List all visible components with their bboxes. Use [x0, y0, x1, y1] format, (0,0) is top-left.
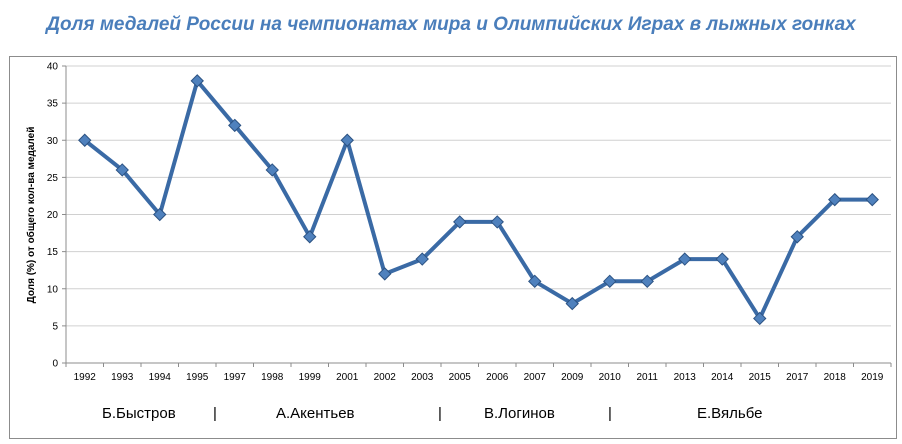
- x-tick-label-11: 2006: [486, 372, 509, 383]
- data-point-1993: [115, 163, 129, 177]
- data-point-1998: [265, 163, 279, 177]
- data-point-1994: [153, 207, 167, 222]
- x-tick-label-15: 2011: [636, 372, 658, 383]
- data-point-2015: [753, 311, 767, 326]
- data-point-2019: [865, 192, 879, 207]
- x-tick-label-20: 2018: [824, 372, 847, 383]
- data-point-2009: [565, 296, 579, 311]
- y-tick-label-2: 10: [47, 284, 59, 295]
- x-tick-label-5: 1998: [261, 372, 284, 383]
- plot-area-frame: [9, 56, 897, 439]
- data-point-1995: [190, 74, 204, 88]
- x-tick-label-2: 1994: [149, 372, 172, 383]
- x-tick-label-16: 2013: [674, 372, 697, 383]
- x-tick-label-8: 2002: [374, 372, 397, 383]
- x-tick-label-7: 2001: [336, 372, 359, 383]
- x-tick-label-6: 1999: [299, 372, 322, 383]
- series-line-0: [82, 78, 875, 321]
- annotation-separator-3: |: [608, 405, 612, 422]
- x-tick-label-3: 1995: [186, 372, 209, 383]
- y-tick-label-0: 0: [52, 359, 58, 370]
- annotation-separator-2: |: [438, 405, 442, 422]
- annotation-akentiev: А.Акентьев: [276, 405, 355, 422]
- y-axis-title: Доля (%) от общего кол-ва медалей: [26, 126, 37, 304]
- x-tick-label-14: 2010: [599, 372, 622, 383]
- y-tick-label-6: 30: [47, 136, 59, 147]
- data-point-2001: [340, 133, 354, 147]
- annotation-loginov: В.Логинов: [484, 405, 555, 422]
- x-tick-label-13: 2009: [561, 372, 584, 383]
- data-point-2017: [790, 230, 804, 244]
- annotation-vyalbe: Е.Вяльбе: [697, 405, 763, 422]
- data-point-1992: [78, 133, 92, 147]
- x-tick-label-4: 1997: [224, 372, 247, 383]
- x-tick-label-1: 1993: [111, 372, 134, 383]
- x-tick-label-9: 2003: [411, 372, 434, 383]
- y-tick-label-4: 20: [47, 210, 59, 221]
- data-point-2013: [678, 252, 692, 266]
- x-tick-label-19: 2017: [786, 372, 809, 383]
- data-point-2018: [828, 192, 842, 207]
- data-point-1999: [303, 230, 317, 244]
- y-tick-label-1: 5: [52, 321, 58, 332]
- data-point-2005: [453, 215, 467, 229]
- y-tick-label-7: 35: [47, 99, 59, 110]
- data-point-2007: [528, 274, 542, 289]
- y-tick-label-5: 25: [47, 173, 59, 184]
- x-tick-label-10: 2005: [449, 372, 472, 383]
- x-tick-label-0: 1992: [74, 372, 97, 383]
- x-tick-label-17: 2014: [711, 372, 734, 383]
- data-point-2006: [490, 215, 504, 229]
- x-tick-label-18: 2015: [749, 372, 772, 383]
- data-point-2011: [640, 274, 654, 289]
- y-tick-label-8: 40: [47, 62, 59, 73]
- data-point-2014: [715, 252, 729, 266]
- x-tick-label-12: 2007: [524, 372, 547, 383]
- annotation-bystrov: Б.Быстров: [102, 405, 176, 422]
- data-point-2003: [415, 252, 429, 266]
- data-point-2002: [378, 267, 392, 281]
- data-point-2010: [603, 274, 617, 289]
- annotation-separator-1: |: [213, 405, 217, 422]
- data-point-1997: [228, 118, 242, 133]
- chart-title: Доля медалей России на чемпионатах мира …: [46, 14, 856, 35]
- y-tick-label-3: 15: [47, 247, 59, 258]
- x-tick-label-21: 2019: [861, 372, 884, 383]
